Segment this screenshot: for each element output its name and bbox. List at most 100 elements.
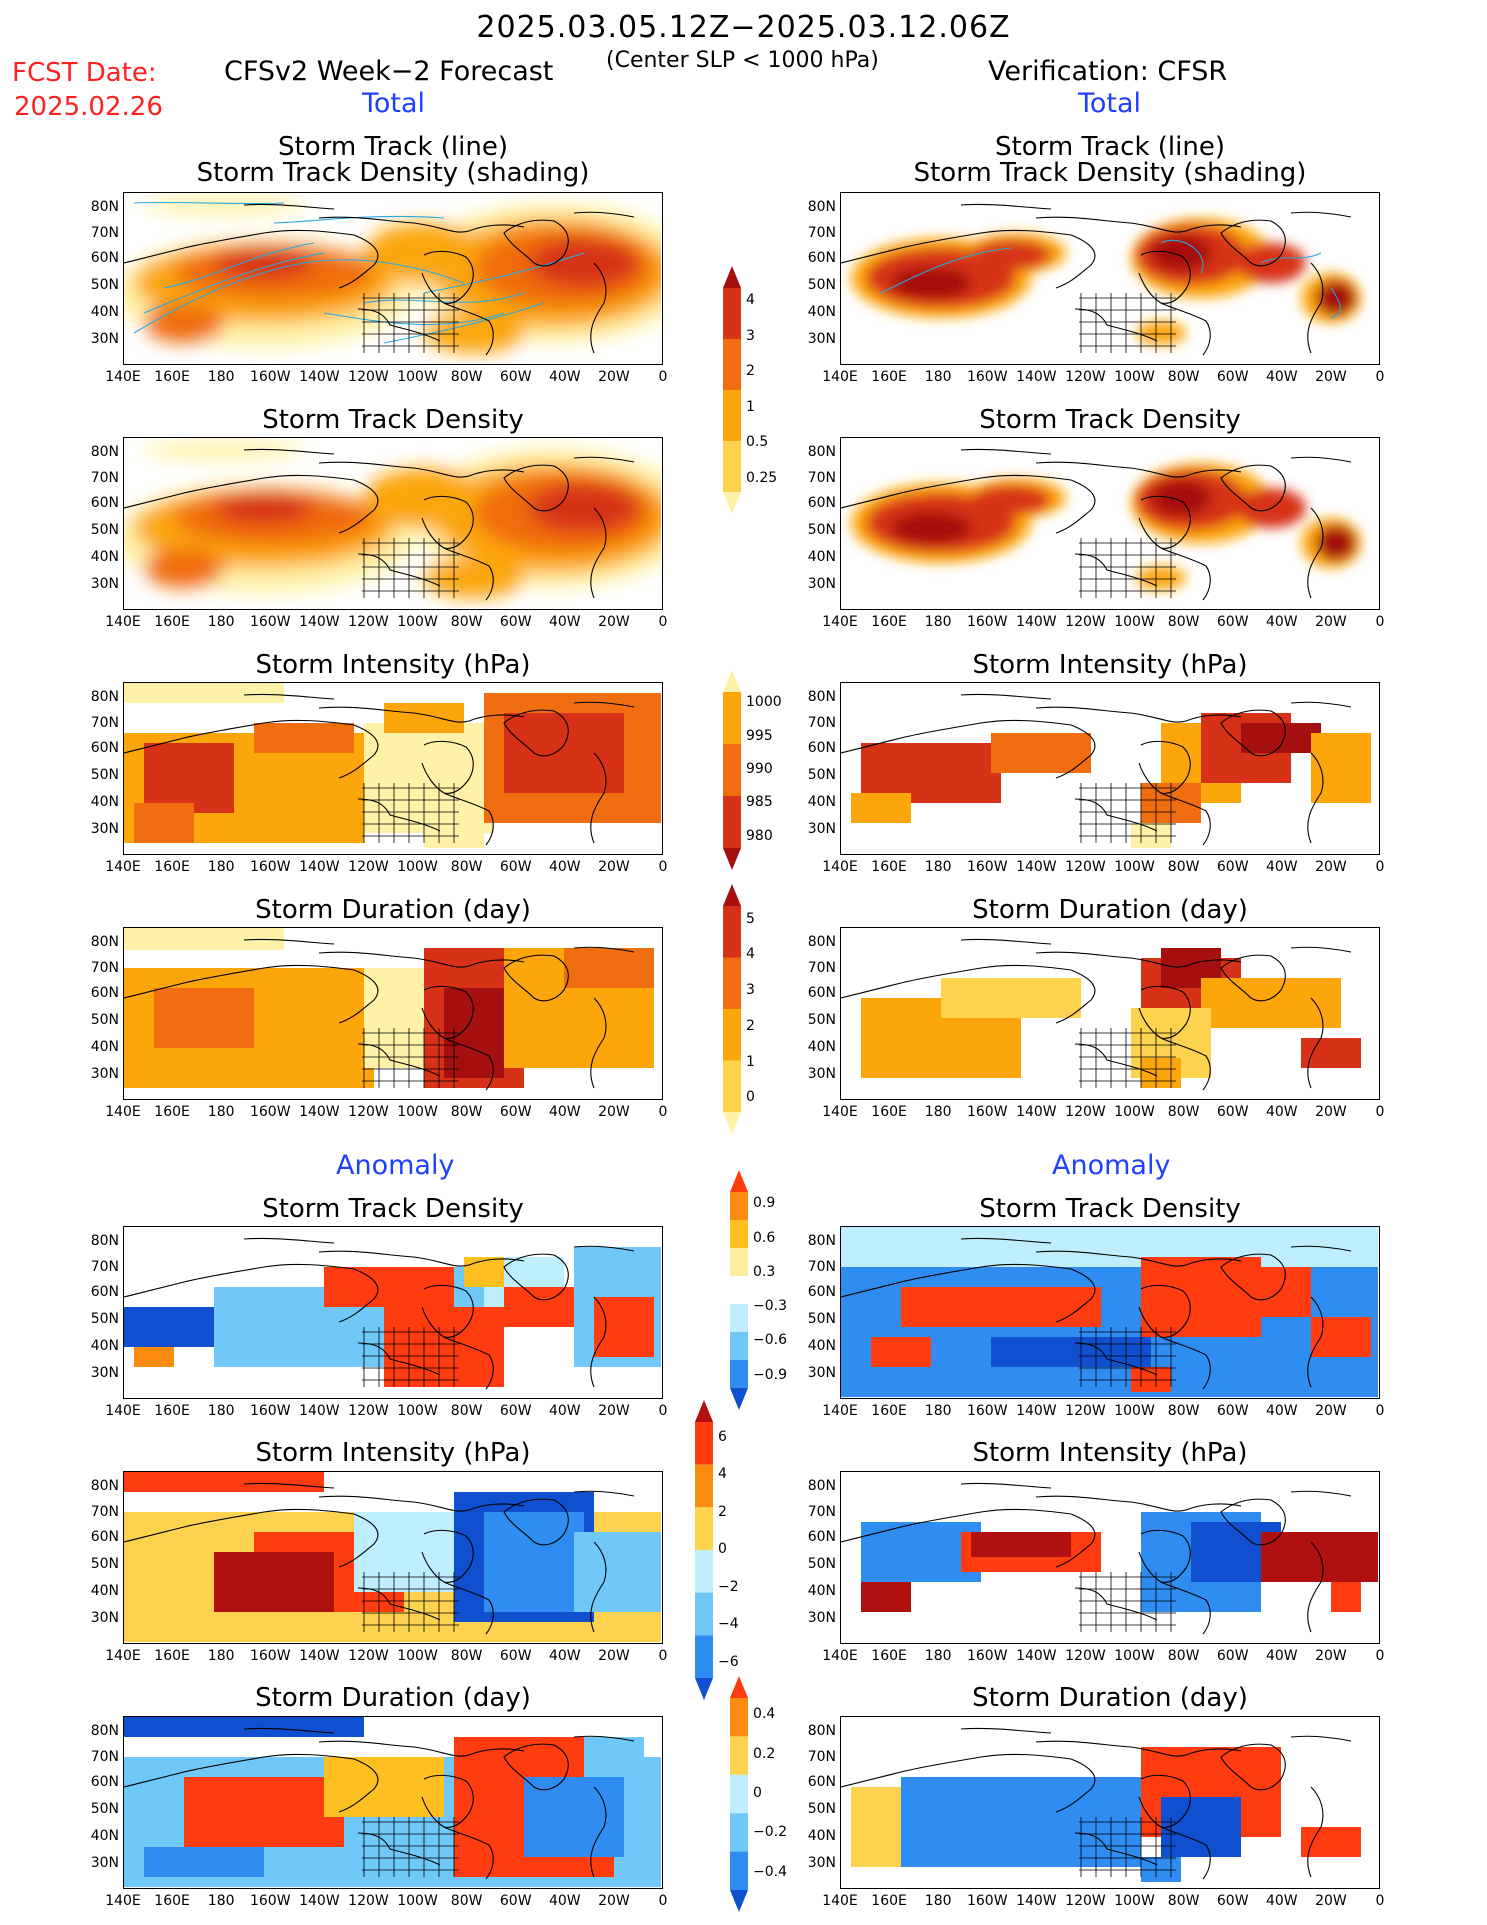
colorbar-label: 2 bbox=[746, 1017, 755, 1034]
colorbar-label: 4 bbox=[746, 946, 755, 963]
colorbar-swatch bbox=[695, 1678, 713, 1700]
colorbar-label: 3 bbox=[746, 327, 755, 344]
colorbar-label: 980 bbox=[746, 827, 773, 844]
shading-cell bbox=[1151, 235, 1211, 271]
lon-tick-label: 120W bbox=[348, 1648, 389, 1664]
shading-cell bbox=[504, 713, 624, 793]
lon-tick-label: 60W bbox=[499, 1648, 532, 1664]
map-panel-forecast-anom-intensity bbox=[123, 1471, 663, 1644]
lon-tick-label: 60W bbox=[1216, 369, 1249, 385]
lat-tick-label: 40N bbox=[807, 1828, 836, 1845]
shading-cell bbox=[971, 485, 1051, 515]
lat-tick-label: 80N bbox=[90, 933, 119, 950]
title-duration-left: Storm Duration (day) bbox=[255, 895, 531, 925]
shading-cell bbox=[384, 703, 464, 733]
lon-tick-label: 160E bbox=[154, 1403, 190, 1419]
colorbar-swatch bbox=[723, 288, 741, 339]
lon-tick-label: 120W bbox=[1065, 859, 1106, 875]
lon-tick-label: 160W bbox=[966, 369, 1008, 385]
map-panel-forecast-track bbox=[123, 192, 663, 365]
lon-tick-label: 60W bbox=[1216, 1104, 1249, 1120]
lon-tick-label: 180 bbox=[207, 1648, 235, 1664]
lon-tick-label: 80W bbox=[1167, 1648, 1200, 1664]
shading-cell bbox=[144, 743, 234, 813]
lat-tick-label: 30N bbox=[807, 1854, 836, 1871]
lat-tick-label: 30N bbox=[90, 330, 119, 347]
lat-tick-label: 60N bbox=[807, 1529, 836, 1546]
title-anom-intensity-left: Storm Intensity (hPa) bbox=[255, 1438, 531, 1468]
lon-tick-label: 100W bbox=[1114, 369, 1155, 385]
lat-tick-label: 70N bbox=[807, 1503, 836, 1520]
title-anom-intensity-right: Storm Intensity (hPa) bbox=[972, 1438, 1248, 1468]
lon-tick-label: 40W bbox=[548, 614, 581, 630]
lon-tick-label: 140E bbox=[105, 1104, 141, 1120]
lat-tick-label: 40N bbox=[90, 1039, 119, 1056]
lon-tick-label: 120W bbox=[1065, 1893, 1106, 1909]
lon-tick-label: 120W bbox=[348, 1893, 389, 1909]
lon-tick-label: 100W bbox=[397, 614, 438, 630]
lon-tick-label: 100W bbox=[1114, 1648, 1155, 1664]
colorbar-swatch bbox=[723, 848, 741, 870]
lon-tick-label: 140E bbox=[822, 859, 858, 875]
lon-tick-label: 120W bbox=[1065, 614, 1106, 630]
title-track-line-right: Storm Track (line) bbox=[995, 132, 1225, 162]
title-track-shading-right: Storm Track Density (shading) bbox=[913, 158, 1307, 188]
lon-tick-label: 60W bbox=[1216, 1648, 1249, 1664]
storm-tracks bbox=[880, 239, 1341, 319]
lat-tick-label: 40N bbox=[807, 1039, 836, 1056]
shading-cell bbox=[891, 512, 971, 544]
lat-tick-label: 50N bbox=[807, 277, 836, 294]
shading-cell bbox=[144, 303, 224, 343]
lon-tick-label: 140E bbox=[105, 614, 141, 630]
shading-cell bbox=[464, 1257, 504, 1287]
lon-tick-label: 40W bbox=[1265, 369, 1298, 385]
shading-cell bbox=[1131, 823, 1171, 848]
lon-tick-label: 160W bbox=[966, 1893, 1008, 1909]
lon-tick-label: 80W bbox=[1167, 614, 1200, 630]
total-label-right: Total bbox=[1078, 88, 1142, 119]
colorbar-swatch bbox=[723, 1009, 741, 1061]
shading-cell bbox=[564, 948, 654, 988]
colorbar-density bbox=[723, 266, 741, 514]
lat-tick-label: 80N bbox=[90, 198, 119, 215]
lat-tick-label: 70N bbox=[90, 469, 119, 486]
title-track-shading-left: Storm Track Density (shading) bbox=[196, 158, 590, 188]
shading-cell bbox=[1201, 978, 1341, 1028]
colorbar-swatch bbox=[730, 1851, 748, 1890]
coastline bbox=[841, 1727, 1352, 1880]
lat-tick-label: 70N bbox=[90, 1503, 119, 1520]
lon-tick-label: 140E bbox=[822, 1104, 858, 1120]
shading-cell bbox=[254, 723, 354, 753]
colorbar-label: 0.6 bbox=[753, 1229, 776, 1246]
shading-cell bbox=[124, 1717, 364, 1737]
lon-tick-label: 20W bbox=[598, 1403, 630, 1419]
lat-tick-label: 70N bbox=[807, 959, 836, 976]
lon-tick-label: 0 bbox=[658, 1648, 668, 1664]
forecast-title: CFSv2 Week−2 Forecast bbox=[224, 56, 554, 87]
shading-layer bbox=[851, 218, 1361, 345]
lat-tick-label: 40N bbox=[807, 794, 836, 811]
colorbar-swatch bbox=[723, 441, 741, 492]
lon-tick-label: 120W bbox=[348, 369, 389, 385]
fcst-date-label: FCST Date: bbox=[12, 58, 157, 88]
lon-tick-label: 80W bbox=[450, 369, 483, 385]
lon-tick-label: 40W bbox=[1265, 614, 1298, 630]
lon-tick-label: 160W bbox=[249, 1104, 291, 1120]
shading-cell bbox=[1261, 1532, 1378, 1582]
lat-tick-label: 40N bbox=[807, 1583, 836, 1600]
lat-tick-label: 30N bbox=[90, 1854, 119, 1871]
shading-cell bbox=[851, 1787, 901, 1867]
lon-tick-label: 120W bbox=[348, 1104, 389, 1120]
lon-tick-label: 140W bbox=[1016, 614, 1057, 630]
colorbar-label: 985 bbox=[746, 794, 773, 811]
lon-tick-label: 0 bbox=[1375, 1104, 1385, 1120]
shading-cell bbox=[124, 928, 284, 950]
colorbar-label: 0.2 bbox=[753, 1745, 776, 1762]
lat-tick-label: 40N bbox=[807, 549, 836, 566]
lon-tick-label: 180 bbox=[207, 859, 235, 875]
lat-tick-label: 80N bbox=[807, 933, 836, 950]
lon-tick-label: 140W bbox=[299, 369, 340, 385]
shading-cell bbox=[1301, 1038, 1361, 1068]
lon-tick-label: 20W bbox=[1315, 1893, 1347, 1909]
lon-tick-label: 0 bbox=[658, 1403, 668, 1419]
